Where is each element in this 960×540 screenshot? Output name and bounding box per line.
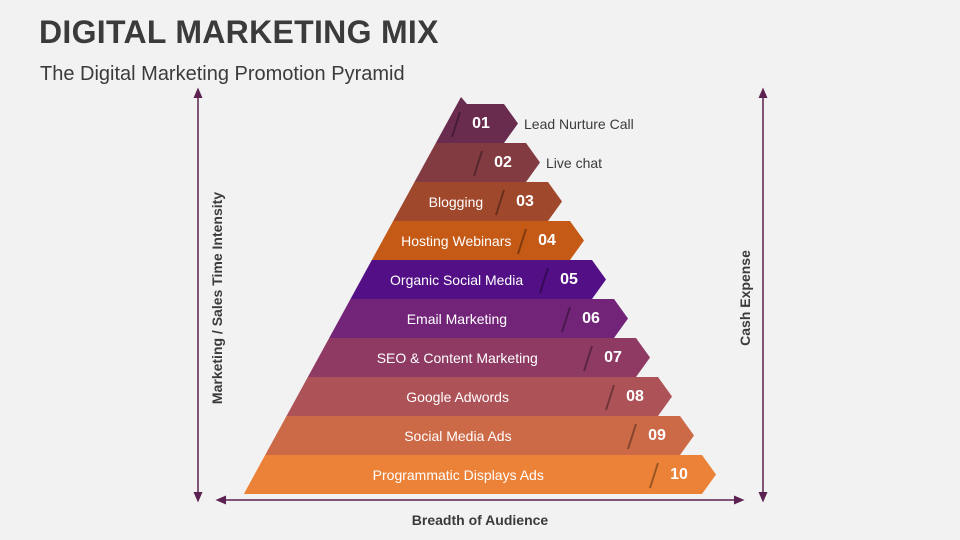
level-label: Hosting Webinars xyxy=(401,232,512,249)
pyramid-level xyxy=(393,182,562,221)
level-band xyxy=(414,143,540,182)
level-label: Programmatic Displays Ads xyxy=(372,466,544,483)
level-label: SEO & Content Marketing xyxy=(376,349,538,366)
level-divider xyxy=(495,189,505,216)
pyramid-level xyxy=(414,143,540,182)
level-label: Social Media Ads xyxy=(404,427,512,444)
level-divider xyxy=(627,423,637,450)
level-band xyxy=(265,416,694,455)
right-axis-label: Cash Expense xyxy=(737,250,753,346)
level-number: 02 xyxy=(494,153,512,171)
level-label: Live chat xyxy=(546,154,603,171)
pyramid-level xyxy=(265,416,694,455)
level-divider xyxy=(473,150,483,177)
bottom-axis-label: Breadth of Audience xyxy=(411,512,549,528)
level-band xyxy=(350,260,606,299)
level-number: 06 xyxy=(582,309,600,327)
level-divider xyxy=(583,345,593,372)
left-axis-label: Marketing / Sales Time Intensity xyxy=(209,191,225,405)
level-divider xyxy=(561,306,571,333)
level-number: 08 xyxy=(626,387,644,405)
pyramid-level xyxy=(329,299,628,338)
level-number: 01 xyxy=(472,114,490,132)
level-band xyxy=(286,377,672,416)
level-label: Google Adwords xyxy=(406,388,509,405)
level-band xyxy=(371,221,584,260)
level-divider xyxy=(605,384,615,411)
level-band xyxy=(329,299,628,338)
level-number: 09 xyxy=(648,426,666,444)
level-band xyxy=(435,97,518,143)
pyramid-level xyxy=(435,97,518,143)
level-band xyxy=(307,338,650,377)
level-band xyxy=(393,182,562,221)
level-label: Organic Social Media xyxy=(390,271,524,288)
pyramid-level xyxy=(371,221,584,260)
level-label: Email Marketing xyxy=(406,310,508,327)
page-title: DIGITAL MARKETING MIX xyxy=(39,14,439,50)
level-divider xyxy=(649,462,659,489)
level-divider xyxy=(539,267,549,294)
page-subtitle: The Digital Marketing Promotion Pyramid xyxy=(40,63,405,85)
level-number: 07 xyxy=(604,348,622,366)
level-number: 05 xyxy=(560,270,578,288)
level-number: 03 xyxy=(516,192,534,210)
level-label: Blogging xyxy=(428,193,484,210)
level-number: 10 xyxy=(670,465,688,483)
level-label: Lead Nurture Call xyxy=(524,115,634,132)
pyramid-level xyxy=(307,338,650,377)
level-band xyxy=(243,455,716,494)
pyramid-level xyxy=(286,377,672,416)
level-divider xyxy=(451,111,461,138)
pyramid-level xyxy=(350,260,606,299)
level-number: 04 xyxy=(538,231,556,249)
pyramid-level xyxy=(243,455,716,494)
level-divider xyxy=(517,228,527,255)
